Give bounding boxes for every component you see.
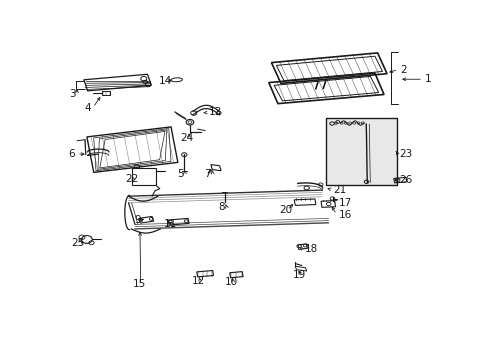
Text: 15: 15 — [132, 279, 145, 289]
Text: 12: 12 — [191, 276, 204, 286]
Text: 16: 16 — [338, 210, 351, 220]
Bar — [102, 91, 110, 95]
Text: 14: 14 — [159, 76, 172, 86]
Text: 7: 7 — [204, 169, 210, 179]
Text: 9: 9 — [134, 215, 140, 225]
Bar — [326, 118, 396, 185]
Text: 18: 18 — [304, 244, 317, 255]
Text: 21: 21 — [332, 185, 346, 194]
Text: 17: 17 — [338, 198, 351, 208]
Text: 6: 6 — [68, 149, 75, 159]
Text: 3: 3 — [68, 90, 75, 99]
Text: 25: 25 — [72, 238, 85, 248]
Text: 20: 20 — [279, 205, 291, 215]
Text: 24: 24 — [180, 133, 193, 143]
Text: 22: 22 — [124, 174, 138, 184]
Text: 8: 8 — [218, 202, 224, 212]
Bar — [132, 168, 156, 185]
Text: 19: 19 — [292, 270, 305, 280]
Text: 5: 5 — [176, 169, 183, 179]
Text: 10: 10 — [224, 277, 238, 287]
Text: 2: 2 — [400, 64, 406, 75]
Text: 4: 4 — [84, 103, 91, 113]
Text: 11: 11 — [163, 219, 176, 229]
Text: 1: 1 — [424, 74, 431, 84]
Text: 13: 13 — [208, 108, 222, 117]
Text: 26: 26 — [398, 175, 411, 185]
Text: 23: 23 — [398, 149, 411, 158]
